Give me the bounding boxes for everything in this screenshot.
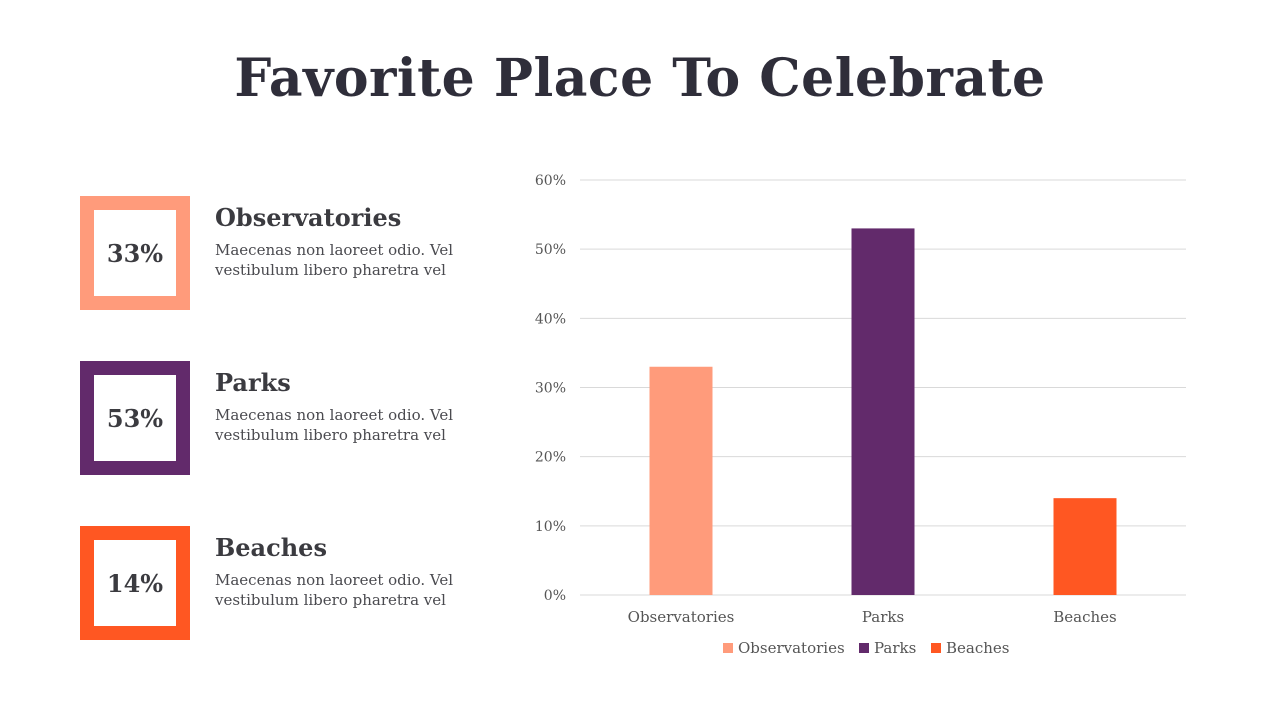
y-tick-label: 20% (535, 450, 566, 466)
bar (649, 366, 713, 595)
x-tick-label: Parks (862, 608, 904, 626)
bar-chart: 0% 10% 20% 30% 40% 50% 60% Observatories Parks Be… (535, 173, 1186, 657)
percent-value: 53% (106, 403, 164, 433)
item-description: Maecenas non laoreet odio. Vel vestibulu… (215, 571, 454, 609)
legend-swatch (859, 643, 869, 653)
y-tick-label: 60% (535, 173, 566, 189)
percent-box: 14% (80, 526, 190, 640)
percent-box: 53% (80, 361, 190, 475)
list-item-parks: 53% Parks Maecenas non laoreet odio. Vel… (80, 361, 480, 475)
legend-label: Parks (874, 639, 916, 657)
x-tick-label: Observatories (628, 608, 735, 626)
legend-swatch (931, 643, 941, 653)
percent-box: 33% (80, 196, 190, 310)
legend-label: Observatories (738, 639, 845, 657)
percent-value: 33% (106, 238, 164, 268)
bar (1053, 498, 1117, 595)
legend-swatch (723, 643, 733, 653)
y-tick-label: 0% (544, 588, 566, 604)
list-item-beaches: 14% Beaches Maecenas non laoreet odio. V… (80, 526, 480, 640)
y-tick-label: 30% (535, 381, 566, 397)
list-item-observatories: 33% Observatories Maecenas non laoreet o… (80, 196, 480, 310)
item-title: Parks (215, 368, 291, 397)
page-title: Favorite Place To Celebrate (234, 48, 1046, 109)
x-tick-label: Beaches (1053, 608, 1116, 626)
item-title: Observatories (215, 203, 402, 232)
item-description: Maecenas non laoreet odio. Vel vestibulu… (215, 241, 454, 279)
y-tick-label: 10% (535, 519, 566, 535)
y-tick-label: 40% (535, 311, 566, 327)
legend-label: Beaches (946, 639, 1009, 657)
y-tick-label: 50% (535, 242, 566, 258)
item-title: Beaches (215, 533, 327, 562)
item-description: Maecenas non laoreet odio. Vel vestibulu… (215, 406, 454, 444)
percent-value: 14% (106, 568, 164, 598)
bar (851, 228, 915, 595)
